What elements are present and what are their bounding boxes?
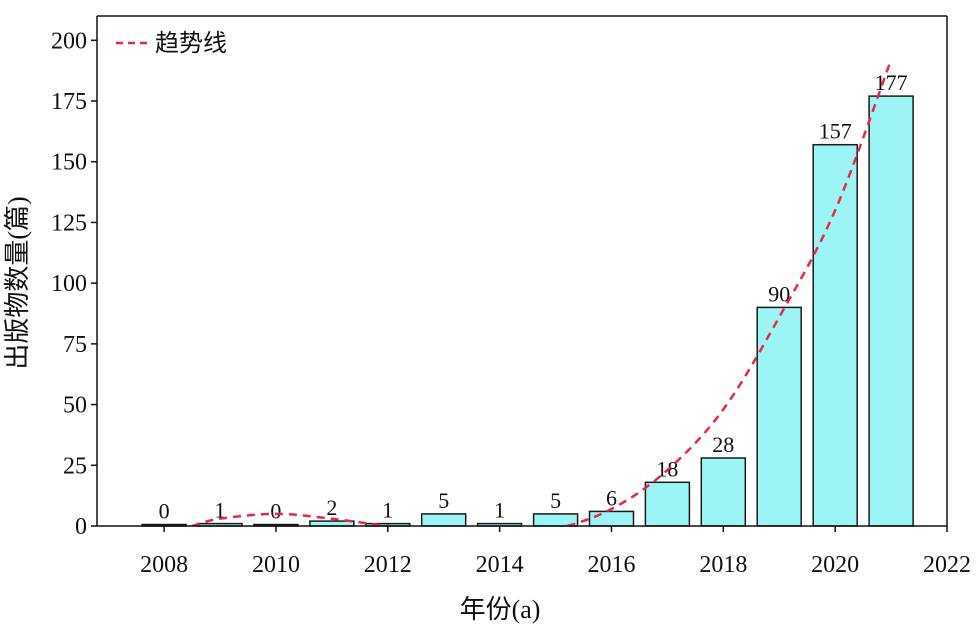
y-tick-label-75: 75: [63, 332, 87, 358]
x-tick-label-2018: 2018: [699, 552, 747, 578]
data-label-2019: 90: [768, 281, 790, 306]
bars-layer: [141, 95, 914, 527]
y-tick-label-200: 200: [51, 28, 87, 54]
legend-entry-trendline: 趋势线: [155, 30, 227, 57]
data-label-2014: 1: [494, 498, 505, 523]
data-label-2020: 157: [819, 119, 852, 144]
x-tick-label-2010: 2010: [252, 552, 300, 578]
legend: 趋势线: [116, 30, 227, 57]
data-label-2008: 0: [159, 499, 170, 524]
x-tick-label-2014: 2014: [476, 552, 524, 578]
y-tick-label-125: 125: [51, 210, 87, 236]
y-tick-label-0: 0: [75, 514, 87, 540]
y-tick-label-175: 175: [51, 89, 87, 115]
data-label-2013: 5: [438, 488, 449, 513]
x-tick-label-2012: 2012: [364, 552, 412, 578]
data-label-2021: 177: [875, 70, 908, 95]
bar-2019: [756, 306, 802, 527]
x-axis-title: 年份(a): [460, 595, 541, 624]
bar-2021: [868, 95, 914, 527]
data-label-2009: 1: [215, 498, 226, 523]
data-label-2010: 0: [270, 499, 281, 524]
y-tick-label-50: 50: [63, 393, 87, 419]
x-tick-label-2008: 2008: [140, 552, 188, 578]
x-tick-label-2022: 2022: [923, 552, 971, 578]
trendline-series: [191, 59, 893, 526]
data-label-2016: 6: [606, 485, 617, 510]
bar-2016: [588, 510, 635, 527]
x-tick-label-2016: 2016: [587, 552, 635, 578]
bar-2013: [420, 513, 467, 527]
bar-2018: [700, 457, 747, 527]
data-label-2018: 28: [712, 432, 734, 457]
y-tick-label-100: 100: [51, 271, 87, 297]
data-label-2011: 2: [326, 495, 337, 520]
y-tick-label-25: 25: [63, 453, 87, 479]
y-axis-title: 出版物数量(篇): [3, 196, 32, 369]
trendline-layer: [191, 59, 893, 526]
bar-2017: [644, 481, 691, 527]
data-label-2012: 1: [382, 498, 393, 523]
x-tick-label-2020: 2020: [811, 552, 859, 578]
data-label-2015: 5: [550, 488, 561, 513]
y-tick-label-150: 150: [51, 150, 87, 176]
bar-2020: [812, 143, 858, 527]
